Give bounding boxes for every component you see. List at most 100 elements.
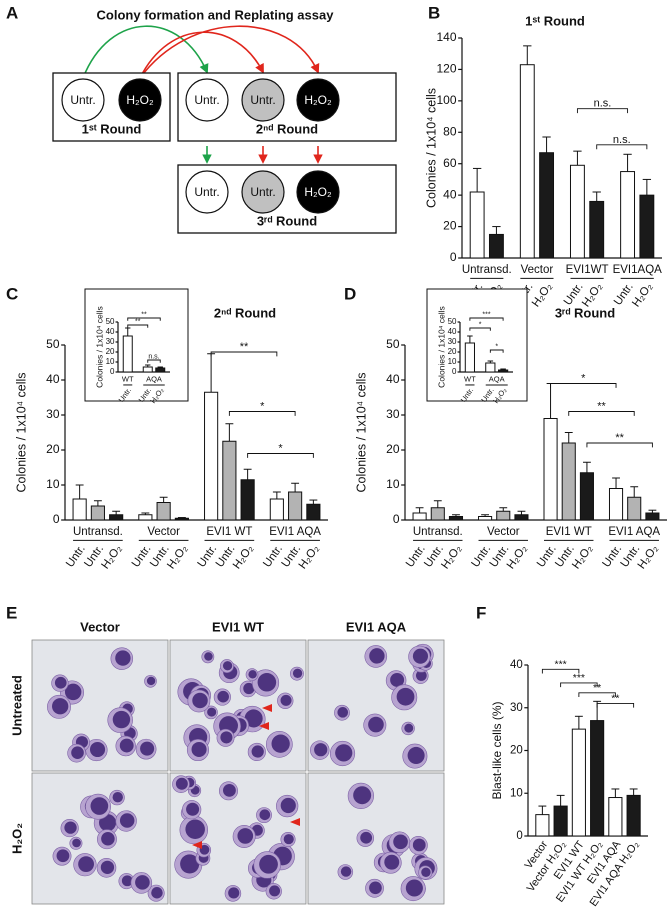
nucleus [243,682,255,695]
significance-bracket [550,383,617,388]
y-tick-label: 40 [443,187,457,201]
significance-label: ** [135,319,141,326]
error-bar [125,327,131,336]
nucleus [100,860,115,874]
x-tick-label: Untr. [196,543,220,570]
nucleus [121,875,133,887]
nucleus [269,885,281,897]
error-bar [177,517,186,519]
error-bar [487,360,494,363]
significance-bracket [541,668,580,674]
group-label: EVI1 WT [206,526,252,538]
group-label: Vector [147,526,180,538]
y-tick-label: 30 [448,337,457,346]
bar [469,191,485,259]
bar [142,366,153,373]
bar [90,505,105,521]
well-label: Untr. [194,185,219,199]
bar [620,171,636,259]
y-tick-label: 50 [448,317,457,326]
bar [561,442,576,521]
significance-bracket [247,453,314,458]
nucleus [369,648,385,664]
arrowhead [262,704,272,712]
y-tick-label: 30 [510,702,523,714]
error-bar [564,432,573,443]
nucleus [64,683,82,701]
nucleus [54,676,67,689]
bar [645,512,660,521]
nucleus [64,821,77,834]
y-tick-label: 10 [510,787,523,799]
panel-label: D [344,284,356,303]
x-tick-label: Untr. [404,543,428,570]
error-bar [629,788,638,796]
significance-label: * [260,400,265,412]
significance-label: ** [593,682,601,694]
y-tick-label: 30 [106,337,115,346]
well [296,170,340,214]
x-tick-label: Untr. [470,543,494,570]
error-bar [272,491,281,499]
bar [478,516,493,521]
nucleus [412,838,426,852]
error-bar [415,507,424,513]
y-tick-label: 0 [516,830,522,842]
y-tick-label: 50 [46,337,60,351]
bar [627,496,642,521]
bar [464,342,475,373]
significance-label: ** [611,693,619,705]
significance-bracket [127,324,149,328]
y-tick-label: 140 [436,30,456,44]
significance-label: ** [240,341,249,353]
nucleus [56,849,70,863]
bar [498,369,509,373]
nucleus [175,777,188,790]
nucleus [248,670,257,679]
significance-label: * [581,372,586,384]
nucleus [415,670,427,681]
bar [222,440,237,521]
nucleus [90,797,109,815]
bar [72,498,87,521]
x-tick-label: Untr. [535,543,559,570]
x-tick-label: H₂O₂ [165,543,190,571]
significance-bracket [469,327,491,331]
nucleus [204,652,213,661]
error-bar [630,486,639,498]
y-tick-label: 40 [510,659,523,671]
significance-bracket [489,349,504,353]
y-tick-label: 0 [110,367,115,376]
bar [608,797,623,837]
bar [306,503,321,521]
column-header: Vector [80,619,120,634]
bar [553,805,568,837]
error-bar [546,383,555,419]
significance-label: ** [141,312,147,319]
nucleus [396,687,415,706]
panel-label: C [6,284,18,303]
bar [539,152,555,259]
x-tick-label: Untr. [601,543,625,570]
y-tick-label: 20 [386,442,400,456]
bar [519,64,535,259]
nucleus [257,672,277,692]
y-tick-label: 0 [450,250,457,264]
y-tick-label: 20 [448,347,457,356]
nucleus [280,694,292,706]
bar [485,362,496,373]
panel-label: F [476,603,486,622]
y-tick-label: 0 [53,512,60,526]
nucleus [407,746,425,764]
y-tick-label: 10 [386,477,400,491]
nucleus [251,745,264,758]
nucleus [412,648,429,664]
significance-bracket [147,359,161,363]
y-tick-label: 20 [46,442,60,456]
group-label: Vector [521,264,554,276]
significance-bracket [576,108,629,114]
error-bar [499,507,508,512]
y-tick-label: 30 [46,407,60,421]
group-label: AQA [489,375,505,384]
